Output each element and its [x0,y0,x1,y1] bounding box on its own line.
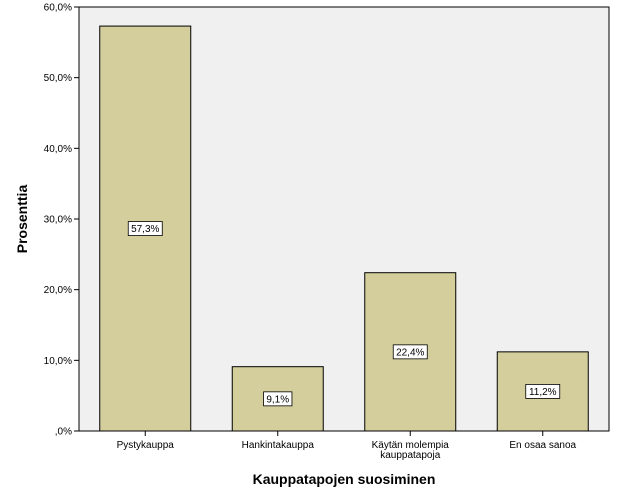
x-tick-label: Hankintakauppa [242,440,315,451]
bars: 57,3% 9,1% 22,4% 11,2% [99,25,589,432]
data-label-box [127,221,163,236]
x-axis-categories: Pystykauppa Hankintakauppa Käytän molempia… [117,431,577,461]
data-label: 11,2% [529,387,557,398]
y-tick-label: 10,0% [44,356,72,367]
y-tick-label: 20,0% [44,285,72,296]
data-label-box [263,391,293,407]
y-tick-label: 50,0% [44,73,72,84]
data-label-box [525,384,561,399]
x-tick-label: Käytän molempia kauppatapoja [372,440,450,461]
x-tick-label: En osaa sanoa [509,440,576,451]
y-tick-label: 60,0% [44,3,72,14]
data-label: 9,1% [266,394,289,405]
data-label: 57,3% [131,224,159,235]
y-tick-label: ,0% [55,427,72,438]
x-tick-label: Pystykauppa [117,440,175,451]
data-label-box [392,344,428,360]
data-label: 22,4% [396,347,424,358]
y-axis-ticks: ,0% 10,0% 20,0% 30,0% 40,0% 50,0% 60,0% [44,3,79,438]
x-axis-title: Kauppatapojen suosiminen [253,471,436,487]
y-tick-label: 40,0% [44,144,72,155]
y-axis-title: Prosenttia [14,185,30,254]
y-tick-label: 30,0% [44,215,72,226]
